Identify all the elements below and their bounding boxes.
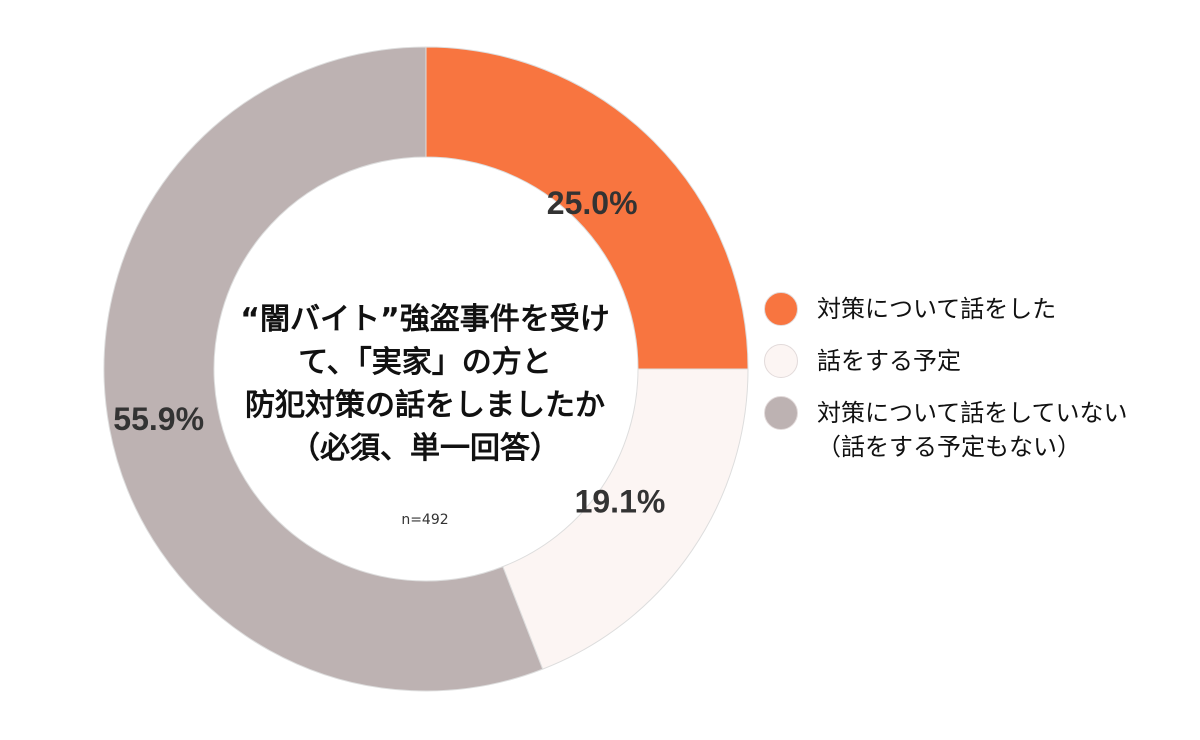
donut-slice <box>425 46 749 370</box>
legend-item: 話をする予定 <box>764 344 1194 378</box>
legend-item: 対策について話をした <box>764 292 1194 326</box>
chart-title: “闇バイト”強盗事件を受け て、「実家」の方と 防犯対策の話をしましたか （必須… <box>195 298 655 470</box>
legend-label: 対策について話をした <box>817 292 1194 326</box>
donut-slice <box>502 368 749 670</box>
legend-marker <box>764 292 798 326</box>
legend-label-line: 対策について話をした <box>817 295 1057 323</box>
legend-marker <box>764 396 798 430</box>
donut-slice <box>103 46 544 692</box>
sample-size-note: n=492 <box>401 512 449 528</box>
legend: 対策について話をした 話をする予定 対策について話をしていない （話をする予定も… <box>764 292 1194 482</box>
chart-title-line: て、「実家」の方と <box>298 345 552 380</box>
legend-item: 対策について話をしていない （話をする予定もない） <box>764 396 1194 464</box>
legend-label: 対策について話をしていない （話をする予定もない） <box>817 396 1194 464</box>
legend-marker <box>764 344 798 378</box>
legend-label-line: 話をする予定 <box>817 347 961 375</box>
slice-data-label: 25.0% <box>547 185 638 221</box>
legend-label-line: 対策について話をしていない <box>817 399 1128 427</box>
chart-title-line: 防犯対策の話をしましたか <box>245 388 605 423</box>
slice-data-label: 55.9% <box>113 401 204 437</box>
legend-label: 話をする予定 <box>817 344 1194 378</box>
legend-label-line: （話をする予定もない） <box>817 433 1081 461</box>
slice-data-label: 19.1% <box>575 484 666 520</box>
chart-title-line: （必須、単一回答） <box>290 431 560 466</box>
chart-title-line: “闇バイト”強盗事件を受け <box>240 302 610 337</box>
